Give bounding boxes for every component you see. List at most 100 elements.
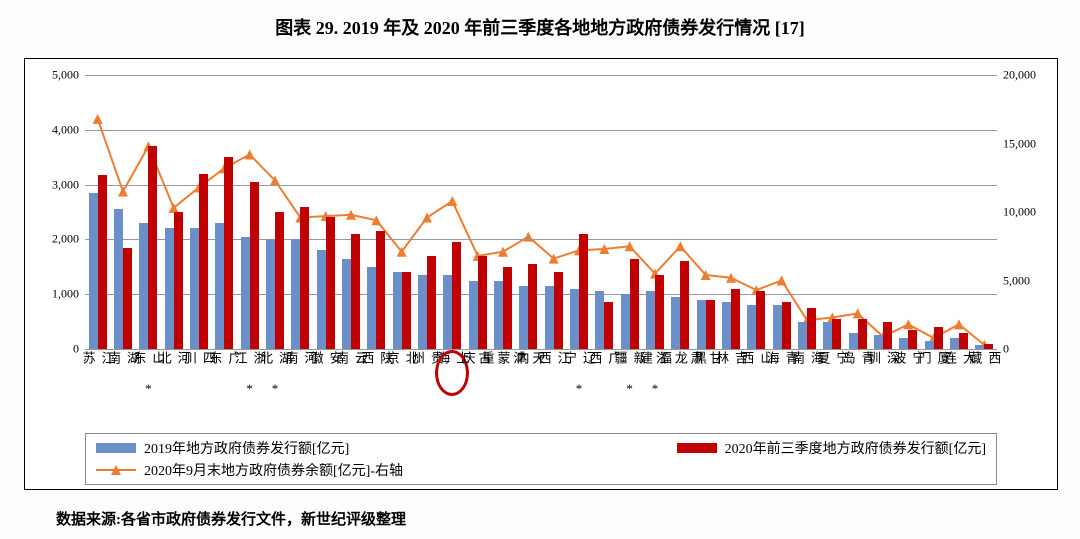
bar-2019 [317, 250, 326, 349]
bar-2019 [925, 341, 934, 349]
bar-2019 [418, 275, 427, 349]
bar-2019 [443, 275, 452, 349]
bar-group [266, 75, 284, 349]
bar-2019 [241, 237, 250, 349]
legend-line-icon [96, 469, 136, 471]
gridline [85, 349, 997, 350]
legend-item: 2020年9月末地方政府债券余额[亿元]-右轴 [96, 460, 946, 480]
bar-2019 [190, 228, 199, 349]
bar-2019 [342, 259, 351, 349]
star-mark: * [272, 381, 279, 397]
legend-label: 2020年前三季度地方政府债券发行额[亿元] [725, 438, 986, 458]
bar-2020 [604, 302, 613, 349]
bar-group [519, 75, 537, 349]
x-category-label: 西藏 [965, 351, 1003, 363]
bar-2020 [655, 275, 664, 349]
bar-group [469, 75, 487, 349]
y-left-tick: 5,000 [52, 68, 79, 83]
bar-2020 [807, 308, 816, 349]
bar-2020 [579, 234, 588, 349]
bar-2019 [291, 239, 300, 349]
bar-group [925, 75, 943, 349]
bar-2019 [89, 193, 98, 349]
bar-group [89, 75, 107, 349]
bar-group [671, 75, 689, 349]
bar-2020 [148, 146, 157, 349]
bar-2020 [478, 256, 487, 349]
bar-2019 [950, 338, 959, 349]
bar-group [139, 75, 157, 349]
bar-2019 [114, 209, 123, 349]
y-right-tick: 0 [1003, 342, 1009, 357]
bar-group [367, 75, 385, 349]
star-mark: * [626, 381, 633, 397]
bar-2020 [98, 175, 107, 349]
bar-group [545, 75, 563, 349]
bar-group [494, 75, 512, 349]
star-mark: * [145, 381, 152, 397]
y-right-tick: 10,000 [1003, 205, 1036, 220]
bar-2020 [883, 322, 892, 349]
y-right-tick: 15,000 [1003, 136, 1036, 151]
bar-2019 [469, 281, 478, 350]
bar-2019 [671, 297, 680, 349]
bar-group [114, 75, 132, 349]
bar-2020 [858, 319, 867, 349]
bar-2020 [934, 327, 943, 349]
legend-label: 2020年9月末地方政府债券余额[亿元]-右轴 [144, 460, 403, 480]
bar-2019 [646, 291, 655, 349]
bar-group [165, 75, 183, 349]
source-text: 数据来源:各省市政府债券发行文件，新世纪评级整理 [56, 508, 406, 529]
y-left-tick: 1,000 [52, 287, 79, 302]
bar-2020 [832, 319, 841, 349]
bar-2020 [174, 212, 183, 349]
bar-2020 [326, 217, 335, 349]
bar-group [950, 75, 968, 349]
legend-item: 2020年前三季度地方政府债券发行额[亿元] [677, 438, 986, 458]
bar-2019 [975, 345, 984, 349]
chart-title: 图表 29. 2019 年及 2020 年前三季度各地地方政府债券发行情况 [1… [0, 0, 1080, 40]
bar-2019 [570, 289, 579, 349]
bar-2019 [798, 322, 807, 349]
bar-2019 [722, 302, 731, 349]
bar-group [975, 75, 993, 349]
bar-2020 [959, 333, 968, 349]
y-left-tick: 4,000 [52, 122, 79, 137]
bar-2019 [519, 286, 528, 349]
y-left-tick: 3,000 [52, 177, 79, 192]
bar-2019 [621, 294, 630, 349]
star-mark: * [652, 381, 659, 397]
bar-group [241, 75, 259, 349]
bar-group [190, 75, 208, 349]
bar-2020 [376, 231, 385, 349]
bar-2020 [351, 234, 360, 349]
bar-group [393, 75, 411, 349]
bar-2020 [680, 261, 689, 349]
bar-group [874, 75, 892, 349]
y-right-tick: 20,000 [1003, 68, 1036, 83]
bar-2019 [266, 239, 275, 349]
bar-group [595, 75, 613, 349]
bar-group [317, 75, 335, 349]
bar-group [342, 75, 360, 349]
bar-2019 [773, 305, 782, 349]
bar-2019 [874, 335, 883, 349]
bar-2019 [595, 291, 604, 349]
bar-group [722, 75, 740, 349]
bar-group [747, 75, 765, 349]
bar-group [899, 75, 917, 349]
bar-2020 [300, 207, 309, 349]
bar-group [773, 75, 791, 349]
bar-group [621, 75, 639, 349]
bar-2020 [630, 259, 639, 349]
legend-swatch [96, 443, 136, 453]
plot-area: 01,0002,0003,0004,0005,00005,00010,00015… [85, 75, 997, 349]
bar-2020 [528, 264, 537, 349]
bar-group [849, 75, 867, 349]
legend: 2019年地方政府债券发行额[亿元]2020年前三季度地方政府债券发行额[亿元]… [85, 433, 997, 485]
star-mark: * [246, 381, 253, 397]
bar-2020 [123, 248, 132, 349]
bar-group [443, 75, 461, 349]
y-left-tick: 2,000 [52, 232, 79, 247]
bar-2019 [165, 228, 174, 349]
